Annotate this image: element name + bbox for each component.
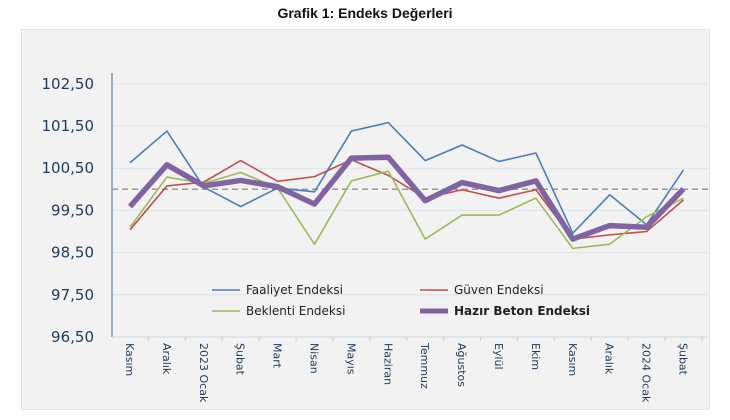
legend-label: Beklenti Endeksi xyxy=(246,304,345,318)
x-tick-label: Mart xyxy=(271,343,284,369)
x-tick-label: Kasım xyxy=(123,343,136,376)
x-tick-label: 2023 Ocak xyxy=(197,343,210,403)
series-line-1 xyxy=(129,158,685,240)
x-tick-label: Kasım xyxy=(566,343,579,376)
x-tick-label: Şubat xyxy=(677,343,690,376)
x-tick-label: Ağustos xyxy=(455,343,468,387)
y-tick-label: 97,50 xyxy=(51,286,94,304)
series-line-3 xyxy=(127,154,686,242)
x-tick-label: 2024 Ocak xyxy=(640,343,653,403)
y-tick-label: 99,50 xyxy=(51,201,94,219)
x-tick-label: Aralık xyxy=(160,343,173,375)
legend-label: Güven Endeksi xyxy=(454,283,544,297)
y-tick-label: 96,50 xyxy=(51,328,94,346)
y-tick-label: 102,50 xyxy=(42,75,95,93)
x-tick-label: Eylül xyxy=(492,343,505,370)
legend-label: Faaliyet Endeksi xyxy=(246,283,343,297)
x-tick-label: Haziran xyxy=(381,343,394,385)
x-tick-label: Mayıs xyxy=(344,343,357,375)
x-tick-label: Temmuz xyxy=(418,342,431,389)
y-tick-label: 100,50 xyxy=(42,159,95,177)
chart-title: Grafik 1: Endeks Değerleri xyxy=(277,5,453,21)
x-tick-label: Ekim xyxy=(529,343,542,370)
legend-label: Hazır Beton Endeksi xyxy=(454,304,590,318)
series-line-2 xyxy=(129,170,684,250)
x-tick-label: Aralık xyxy=(603,343,616,375)
series-line-0 xyxy=(129,121,685,234)
x-tick-label: Nisan xyxy=(308,343,321,374)
y-tick-label: 98,50 xyxy=(51,244,94,262)
x-tick-label: Şubat xyxy=(234,343,247,376)
y-tick-label: 101,50 xyxy=(42,117,95,135)
